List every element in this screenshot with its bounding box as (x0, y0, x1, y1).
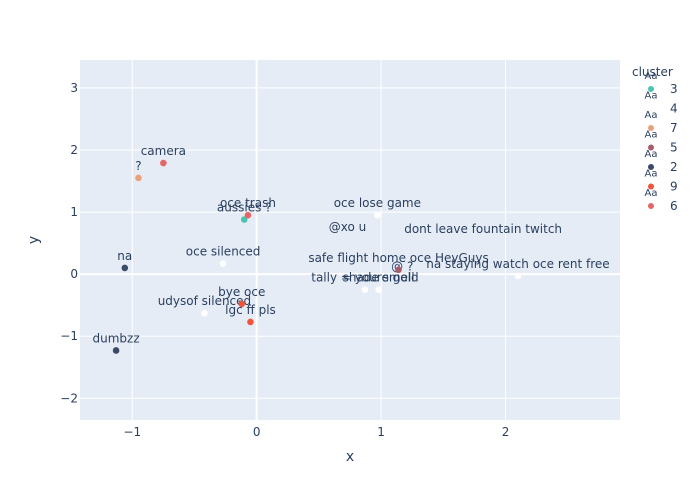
legend-marker-text: Aa (645, 71, 658, 82)
legend-item-3[interactable]: 3 (670, 82, 678, 96)
legend-item-7[interactable]: 7 (670, 121, 678, 135)
data-point-cluster-9 (247, 318, 254, 326)
legend-marker-cluster-4[interactable] (648, 105, 654, 112)
data-point-cluster-4 (219, 260, 227, 267)
data-point-cluster-6 (244, 211, 252, 219)
point-label: ? (135, 159, 141, 173)
point-label: @xo u (329, 220, 367, 234)
legend-marker-cluster-5[interactable] (648, 144, 654, 151)
data-point-cluster-7 (135, 174, 142, 182)
legend-item-9[interactable]: 9 (670, 180, 678, 194)
legend-marker-cluster-3[interactable] (648, 86, 654, 92)
data-point-cluster-9 (238, 300, 246, 308)
legend: cluster Aa 3 Aa 4 Aa 7 Aa 5 Aa 2 Aa 9 Aa 6 (632, 65, 678, 213)
data-point-cluster-6 (160, 159, 167, 167)
legend-marker-text: Aa (645, 91, 658, 102)
y-tick-label: 0 (70, 267, 78, 281)
y-tick-label: 3 (70, 81, 78, 95)
data-point-cluster-5 (395, 266, 402, 274)
x-tick-label: 1 (377, 425, 385, 439)
point-label: safe flight home oce HeyGuys (308, 251, 488, 265)
y-tick-label: 1 (70, 205, 78, 219)
point-label: @ ? (391, 259, 413, 273)
point-label: lgc ff pls (225, 303, 276, 317)
plot-background (80, 60, 620, 420)
point-label: dumbzz (93, 331, 140, 345)
legend-marker-text: Aa (645, 188, 658, 199)
data-point-cluster-2 (112, 347, 120, 354)
legend-marker-cluster-7[interactable] (648, 125, 654, 131)
data-point-cluster-4 (201, 309, 208, 317)
point-label: camera (141, 144, 186, 158)
point-labels: aussies ? oce silenced oce lose game tally … (93, 144, 610, 345)
point-label: na staying watch oce rent free (426, 257, 609, 271)
x-tick-label: 2 (502, 425, 510, 439)
y-tick-label: −2 (60, 391, 78, 405)
legend-marker-text: Aa (645, 130, 658, 141)
point-label: na (117, 249, 132, 263)
point-label: shade smell (343, 271, 415, 285)
legend-item-5[interactable]: 5 (670, 141, 678, 155)
data-point-cluster-4 (375, 286, 382, 293)
y-tick-label: −1 (60, 329, 78, 343)
y-axis-title: y (26, 236, 42, 244)
data-point-cluster-4 (361, 286, 369, 293)
data-points (112, 159, 522, 354)
legend-marker-cluster-2[interactable] (648, 164, 654, 170)
x-axis-title: x (346, 449, 354, 465)
legend-item-6[interactable]: 6 (670, 199, 678, 213)
point-label: udysof silenced (158, 294, 251, 308)
point-label: oce lose game (334, 196, 421, 210)
data-point-cluster-4 (514, 272, 522, 280)
legend-marker-text: Aa (645, 169, 658, 180)
legend-marker-cluster-9[interactable] (648, 183, 654, 190)
point-label: bye oce (218, 285, 265, 299)
grid-lines (80, 60, 620, 420)
x-tick-label: 0 (253, 425, 261, 439)
x-tick-label: −1 (123, 425, 141, 439)
y-tick-label: 2 (70, 143, 78, 157)
point-label: oce trash (220, 196, 276, 210)
data-point-cluster-2 (121, 264, 129, 272)
point-label: tally = youre gold (311, 271, 418, 285)
legend-title: cluster (632, 65, 673, 79)
data-point-cluster-3 (240, 216, 248, 223)
legend-marker-text: Aa (645, 149, 658, 160)
x-tick-labels: −1 0 1 2 (123, 425, 509, 439)
data-point-cluster-4 (374, 211, 381, 219)
legend-item-2[interactable]: 2 (670, 160, 678, 174)
legend-marker-text: Aa (645, 110, 658, 121)
legend-item-4[interactable]: 4 (670, 102, 678, 116)
point-label: aussies ? (217, 201, 272, 215)
point-label: oce silenced (186, 245, 261, 259)
legend-marker-cluster-6[interactable] (648, 203, 654, 209)
point-label: dont leave fountain twitch (404, 222, 562, 236)
y-tick-labels: −2 −1 0 1 2 3 (60, 81, 78, 405)
